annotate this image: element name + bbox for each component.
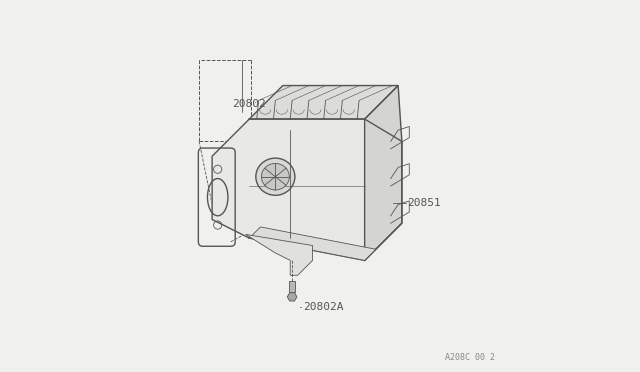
Ellipse shape [261, 163, 289, 190]
Bar [289, 281, 296, 292]
Polygon shape [246, 234, 312, 275]
Ellipse shape [256, 158, 295, 195]
Polygon shape [250, 86, 398, 119]
Text: 20802: 20802 [232, 99, 266, 109]
Text: 20851: 20851 [408, 198, 441, 208]
Text: A208C 00 2: A208C 00 2 [445, 353, 495, 362]
Text: 20802A: 20802A [303, 302, 344, 312]
Polygon shape [365, 86, 402, 260]
Polygon shape [212, 119, 402, 260]
Polygon shape [287, 293, 297, 301]
Polygon shape [250, 227, 376, 260]
